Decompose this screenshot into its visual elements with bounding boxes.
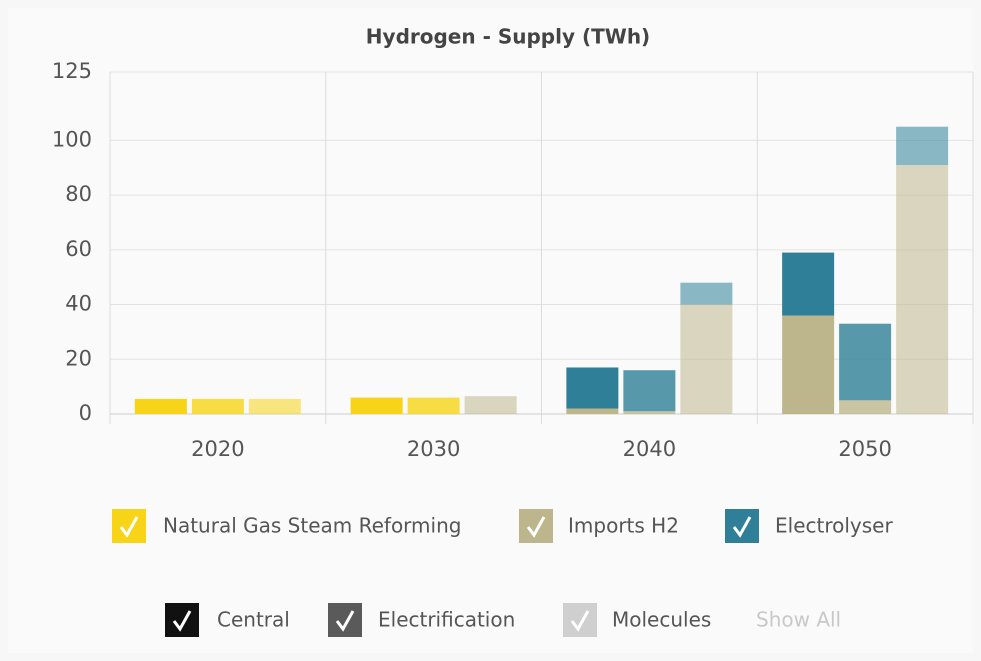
legend-label: Imports H2 [568, 514, 679, 538]
bar-segment [680, 282, 733, 305]
bar-segment [623, 411, 676, 414]
legend-check [526, 516, 546, 538]
show-all-button[interactable]: Show All [756, 608, 841, 632]
scenario-label[interactable]: Molecules [612, 608, 711, 632]
y-tick-label: 20 [65, 346, 92, 370]
legend-swatch [519, 509, 553, 543]
legend-label: Natural Gas Steam Reforming [163, 514, 461, 538]
legend-swatch [112, 509, 146, 543]
scenario-toggle [165, 603, 199, 637]
legend-check [570, 610, 590, 632]
x-tick-label: 2040 [623, 437, 676, 461]
bar-segment [782, 315, 835, 414]
bar-segment [566, 367, 619, 409]
y-tick-label: 60 [65, 237, 92, 261]
y-tick-label: 40 [65, 292, 92, 316]
bar-segment [839, 400, 892, 414]
x-tick-label: 2050 [838, 437, 891, 461]
legend-label: Electrolyser [775, 514, 893, 538]
y-tick-label: 125 [52, 59, 92, 83]
legend-check [335, 610, 355, 632]
bar-segment [896, 126, 949, 166]
scenario-toggle [328, 603, 362, 637]
bar-segment [896, 165, 949, 414]
legend-swatch [725, 509, 759, 543]
y-tick-label: 80 [65, 182, 92, 206]
y-tick-label: 100 [52, 127, 92, 151]
scenario-label[interactable]: Electrification [378, 608, 515, 632]
bar-segment [839, 323, 892, 401]
y-tick-label: 0 [79, 401, 92, 425]
chart-title: Hydrogen - Supply (TWh) [366, 25, 650, 49]
bar-segment [407, 397, 460, 414]
x-tick-label: 2030 [407, 437, 460, 461]
x-tick-label: 2020 [191, 437, 244, 461]
bars: 2020 2030 2040 2050 [134, 126, 949, 461]
bar-segment [680, 304, 733, 414]
legend-check [172, 610, 192, 632]
bar-segment [191, 398, 244, 414]
legend-check [732, 516, 752, 538]
scenario-label[interactable]: Central [217, 608, 290, 632]
bar-segment [623, 370, 676, 412]
bar-segment [464, 396, 517, 414]
bar-segment [248, 398, 301, 414]
bar-segment [566, 408, 619, 414]
bar-segment [350, 397, 403, 414]
legend: Natural Gas Steam Reforming Imports H2 Ele… [112, 509, 893, 637]
bar-segment [134, 398, 187, 414]
scenario-toggle [563, 603, 597, 637]
bar-segment [782, 252, 835, 316]
legend-check [119, 516, 139, 538]
